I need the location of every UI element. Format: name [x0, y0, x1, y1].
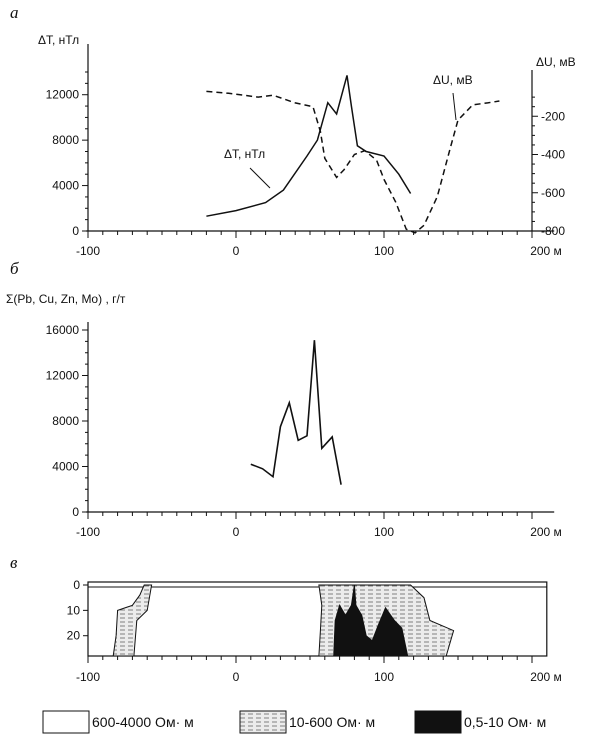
panel-v-x-tick-label: -100 [76, 670, 100, 684]
panel-v-letter: в [10, 553, 18, 572]
panel-v-x-tick-label: 100 [374, 670, 394, 684]
panel-v-y-tick-label: 20 [67, 629, 81, 643]
panel-a-x-tick-label: -100 [76, 244, 100, 258]
panel-b-y-tick-label: 8000 [52, 414, 79, 428]
panel-a-x-tick-label: 0 [233, 244, 240, 258]
panel-a-right-y-tick-label: -400 [541, 148, 565, 162]
panel-b-x-tick-label: 200 м [530, 525, 562, 539]
legend-label-low: 0,5-10 Ом· м [464, 714, 546, 730]
panel-b-y-tick-label: 0 [72, 505, 79, 519]
panel-a-chart: ΔT, нТл ΔU, мВ ΔT, нТл ΔU, мВ -100 0 100 20… [38, 33, 576, 258]
panel-a-right-y-tick-label: -800 [541, 224, 565, 238]
panel-a-x-tick-label: 100 [374, 244, 394, 258]
panel-b-y-tick-label: 16000 [46, 323, 80, 337]
panel-v-x-tick-label: 200 м [530, 670, 562, 684]
panel-a-dT-leader [249, 167, 271, 189]
panel-a-letter: а [10, 3, 19, 22]
panel-a-right-y-label: ΔU, мВ [536, 55, 576, 69]
panel-v-section: -100 0 100 200 м 0 10 20 [67, 578, 562, 684]
panel-a-left-y-tick-label: 8000 [52, 133, 79, 147]
panel-b-x-tick-label: -100 [76, 525, 100, 539]
mid-resistivity-body [112, 584, 153, 657]
panel-b-chart: Σ(Pb, Cu, Zn, Mo) , г/т -100 0 100 200 м 0 40… [6, 292, 562, 539]
panel-a-dU-leader [452, 92, 457, 121]
panel-a-left-y-tick-label: 12000 [46, 88, 80, 102]
legend-swatch-hatch [239, 710, 287, 734]
panel-b-letter: б [10, 259, 19, 278]
panel-a-dU-annotation: ΔU, мВ [433, 73, 473, 87]
panel-a-left-y-tick-label: 4000 [52, 179, 79, 193]
series-dT-line [206, 75, 412, 217]
panel-b-y-tick-label: 4000 [52, 460, 79, 474]
panel-b-x-tick-label: 0 [233, 525, 240, 539]
panel-v-y-tick-label: 10 [67, 603, 81, 617]
panel-b-y-label: Σ(Pb, Cu, Zn, Mo) , г/т [6, 292, 126, 306]
panel-a-x-tick-label: 200 м [530, 244, 562, 258]
legend-label-high: 600-4000 Ом· м [92, 714, 194, 730]
panel-a-right-y-tick-label: -600 [541, 186, 565, 200]
panel-v-y-tick-label: 0 [73, 578, 80, 592]
legend: 600-4000 Ом· м 10-600 Ом· м 0,5-10 Ом· м [42, 710, 546, 734]
panel-b-y-tick-label: 12000 [46, 369, 80, 383]
panel-a-dT-annotation: ΔT, нТл [224, 147, 265, 161]
low-resistivity-body [333, 584, 409, 657]
legend-swatch-white [42, 710, 90, 734]
panel-a-right-y-tick-label: -200 [541, 109, 565, 123]
panel-a-left-y-tick-label: 0 [72, 224, 79, 238]
legend-swatch-black [414, 710, 462, 734]
series-metals-line [250, 340, 342, 485]
panel-v-frame [87, 581, 548, 657]
panel-b-x-tick-label: 100 [374, 525, 394, 539]
series-dU-line [206, 90, 500, 234]
panel-v-x-tick-label: 0 [233, 670, 240, 684]
panel-a-left-y-label: ΔT, нТл [38, 33, 79, 47]
legend-label-mid: 10-600 Ом· м [289, 714, 375, 730]
